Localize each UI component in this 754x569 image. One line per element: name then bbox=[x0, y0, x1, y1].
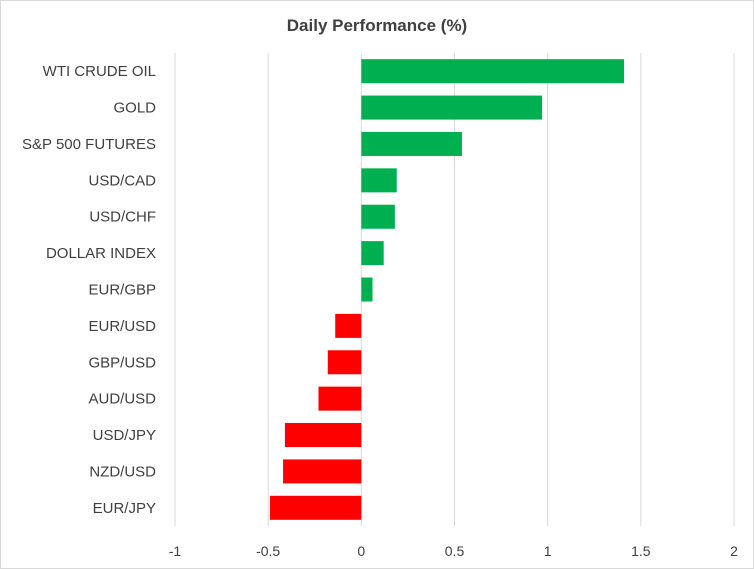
x-tick-label: 1.5 bbox=[631, 543, 651, 559]
bar bbox=[361, 204, 395, 229]
x-tick-label: 1 bbox=[544, 543, 552, 559]
bar bbox=[335, 313, 362, 338]
bar bbox=[361, 95, 543, 120]
category-label: AUD/USD bbox=[88, 391, 156, 408]
category-label: GBP/USD bbox=[88, 354, 156, 371]
bar bbox=[318, 386, 362, 411]
x-tick-label: 0.5 bbox=[445, 543, 465, 559]
x-tick-label: 2 bbox=[730, 543, 738, 559]
category-label: WTI CRUDE OIL bbox=[43, 63, 156, 80]
category-label: GOLD bbox=[113, 100, 156, 117]
category-label: NZD/USD bbox=[89, 463, 156, 480]
bar bbox=[284, 423, 362, 448]
category-label: EUR/GBP bbox=[88, 282, 156, 299]
category-label: USD/CAD bbox=[88, 172, 156, 189]
bar bbox=[361, 277, 373, 302]
gridlines bbox=[174, 53, 735, 526]
category-label: EUR/USD bbox=[88, 318, 156, 335]
bar bbox=[361, 59, 625, 84]
bars bbox=[270, 59, 625, 520]
bar bbox=[361, 131, 462, 156]
x-tick-label: 0 bbox=[357, 543, 365, 559]
x-tick-labels: -1 -0.5 0 0.5 1 1.5 2 bbox=[169, 543, 738, 559]
category-label: USD/CHF bbox=[89, 209, 156, 226]
category-label: EUR/JPY bbox=[93, 500, 156, 517]
category-label: DOLLAR INDEX bbox=[46, 245, 156, 262]
chart-title: Daily Performance (%) bbox=[287, 16, 467, 35]
bar bbox=[361, 241, 384, 266]
x-tick-label: -0.5 bbox=[256, 543, 280, 559]
bar bbox=[327, 350, 362, 375]
bar bbox=[361, 168, 397, 193]
bar bbox=[283, 459, 362, 484]
category-labels: WTI CRUDE OIL GOLD S&P 500 FUTURES USD/CAD U… bbox=[22, 63, 156, 517]
bar bbox=[270, 495, 362, 520]
category-label: S&P 500 FUTURES bbox=[22, 136, 156, 153]
x-tick-label: -1 bbox=[169, 543, 182, 559]
category-label: USD/JPY bbox=[93, 427, 156, 444]
